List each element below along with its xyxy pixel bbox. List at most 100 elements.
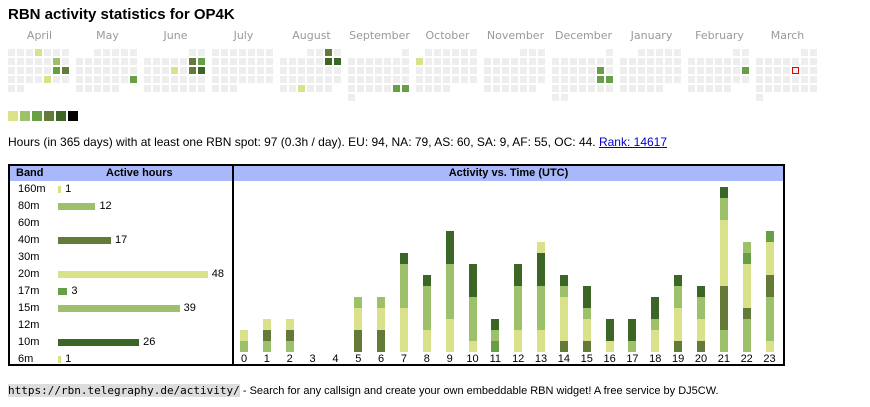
- day-cell[interactable]: [656, 49, 663, 56]
- day-cell[interactable]: [520, 49, 527, 56]
- day-cell[interactable]: [647, 76, 654, 83]
- day-cell[interactable]: [402, 76, 409, 83]
- day-cell[interactable]: [334, 67, 341, 74]
- day-cell[interactable]: [597, 67, 604, 74]
- day-cell[interactable]: [221, 49, 228, 56]
- day-cell[interactable]: [570, 58, 577, 65]
- day-cell[interactable]: [452, 58, 459, 65]
- day-cell[interactable]: [212, 85, 219, 92]
- day-cell[interactable]: [384, 76, 391, 83]
- day-cell[interactable]: [212, 49, 219, 56]
- day-cell[interactable]: [162, 76, 169, 83]
- day-cell[interactable]: [552, 85, 559, 92]
- day-cell[interactable]: [8, 85, 15, 92]
- day-cell[interactable]: [597, 58, 604, 65]
- day-cell[interactable]: [579, 58, 586, 65]
- day-cell[interactable]: [94, 67, 101, 74]
- day-cell[interactable]: [597, 85, 604, 92]
- day-cell[interactable]: [85, 58, 92, 65]
- day-cell[interactable]: [402, 58, 409, 65]
- day-cell[interactable]: [76, 58, 83, 65]
- day-cell[interactable]: [239, 76, 246, 83]
- day-cell[interactable]: [298, 58, 305, 65]
- day-cell[interactable]: [384, 85, 391, 92]
- day-cell[interactable]: [443, 67, 450, 74]
- day-cell[interactable]: [280, 58, 287, 65]
- day-cell[interactable]: [121, 49, 128, 56]
- day-cell[interactable]: [189, 67, 196, 74]
- day-cell[interactable]: [588, 76, 595, 83]
- day-cell[interactable]: [17, 67, 24, 74]
- day-cell[interactable]: [44, 58, 51, 65]
- day-cell[interactable]: [35, 67, 42, 74]
- day-cell[interactable]: [484, 76, 491, 83]
- day-cell[interactable]: [674, 49, 681, 56]
- day-cell[interactable]: [257, 49, 264, 56]
- day-cell[interactable]: [112, 67, 119, 74]
- day-cell[interactable]: [180, 58, 187, 65]
- day-cell[interactable]: [366, 85, 373, 92]
- day-cell[interactable]: [638, 67, 645, 74]
- day-cell[interactable]: [17, 76, 24, 83]
- day-cell[interactable]: [53, 58, 60, 65]
- day-cell[interactable]: [144, 76, 151, 83]
- day-cell[interactable]: [248, 58, 255, 65]
- day-cell[interactable]: [180, 85, 187, 92]
- day-cell[interactable]: [697, 76, 704, 83]
- day-cell[interactable]: [103, 67, 110, 74]
- day-cell[interactable]: [375, 85, 382, 92]
- day-cell[interactable]: [257, 58, 264, 65]
- day-cell[interactable]: [588, 85, 595, 92]
- day-cell[interactable]: [239, 58, 246, 65]
- day-cell[interactable]: [674, 76, 681, 83]
- day-cell[interactable]: [570, 76, 577, 83]
- day-cell[interactable]: [162, 85, 169, 92]
- day-cell[interactable]: [402, 67, 409, 74]
- day-cell[interactable]: [792, 67, 799, 74]
- day-cell[interactable]: [674, 58, 681, 65]
- day-cell[interactable]: [239, 49, 246, 56]
- day-cell[interactable]: [529, 76, 536, 83]
- day-cell[interactable]: [529, 67, 536, 74]
- day-cell[interactable]: [198, 49, 205, 56]
- day-cell[interactable]: [502, 67, 509, 74]
- day-cell[interactable]: [44, 49, 51, 56]
- day-cell[interactable]: [257, 76, 264, 83]
- day-cell[interactable]: [620, 67, 627, 74]
- day-cell[interactable]: [552, 76, 559, 83]
- day-cell[interactable]: [733, 49, 740, 56]
- day-cell[interactable]: [688, 67, 695, 74]
- day-cell[interactable]: [606, 85, 613, 92]
- day-cell[interactable]: [443, 76, 450, 83]
- day-cell[interactable]: [665, 76, 672, 83]
- day-cell[interactable]: [452, 67, 459, 74]
- day-cell[interactable]: [810, 58, 817, 65]
- day-cell[interactable]: [756, 67, 763, 74]
- day-cell[interactable]: [461, 49, 468, 56]
- day-cell[interactable]: [112, 58, 119, 65]
- day-cell[interactable]: [289, 76, 296, 83]
- day-cell[interactable]: [112, 85, 119, 92]
- day-cell[interactable]: [62, 76, 69, 83]
- day-cell[interactable]: [697, 85, 704, 92]
- day-cell[interactable]: [538, 58, 545, 65]
- day-cell[interactable]: [470, 76, 477, 83]
- day-cell[interactable]: [103, 85, 110, 92]
- day-cell[interactable]: [461, 58, 468, 65]
- day-cell[interactable]: [470, 49, 477, 56]
- day-cell[interactable]: [434, 67, 441, 74]
- day-cell[interactable]: [425, 76, 432, 83]
- day-cell[interactable]: [511, 67, 518, 74]
- day-cell[interactable]: [724, 85, 731, 92]
- day-cell[interactable]: [425, 58, 432, 65]
- day-cell[interactable]: [656, 67, 663, 74]
- day-cell[interactable]: [130, 49, 137, 56]
- day-cell[interactable]: [715, 85, 722, 92]
- day-cell[interactable]: [520, 67, 527, 74]
- day-cell[interactable]: [121, 67, 128, 74]
- day-cell[interactable]: [792, 58, 799, 65]
- day-cell[interactable]: [266, 58, 273, 65]
- day-cell[interactable]: [493, 76, 500, 83]
- day-cell[interactable]: [724, 67, 731, 74]
- day-cell[interactable]: [153, 85, 160, 92]
